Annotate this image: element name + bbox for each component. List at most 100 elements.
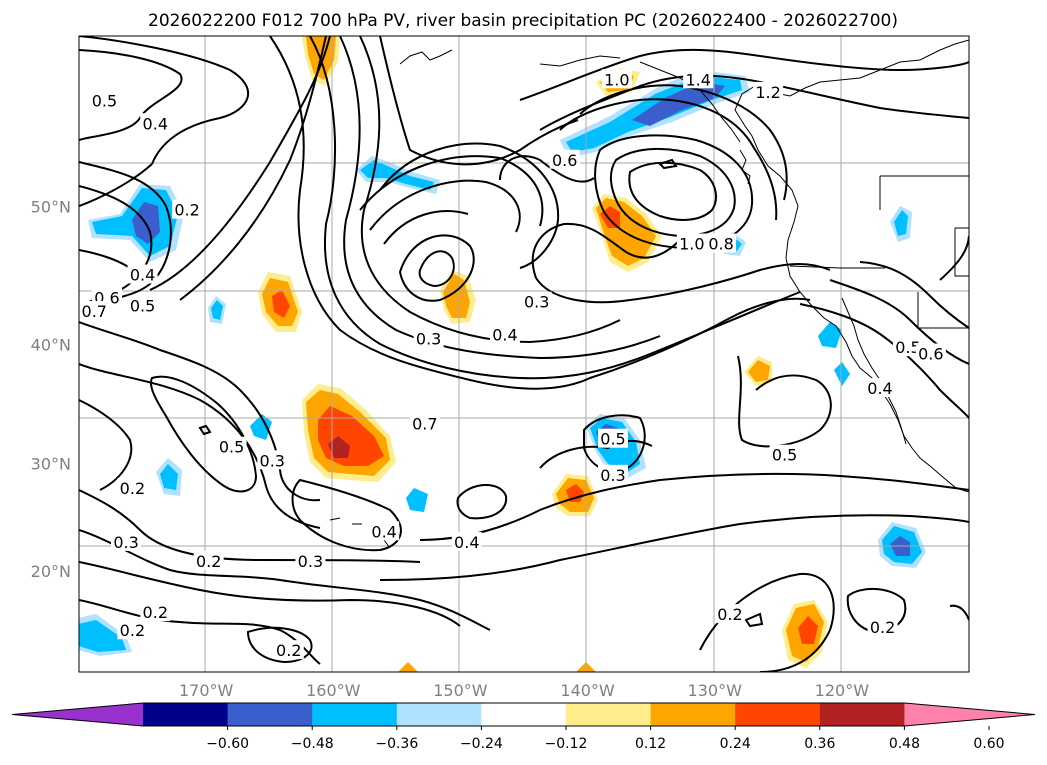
contour-label: 1.2: [755, 83, 780, 102]
lon-tick-label: 170°W: [179, 681, 234, 700]
colorbar-tick-label: 0.36: [804, 736, 835, 752]
contour-label: 0.2: [717, 605, 742, 624]
pv-contour: [359, 155, 544, 227]
contour-label: 0.3: [600, 466, 625, 485]
contour-label: 0.2: [174, 201, 199, 220]
contour-label-background: [79, 301, 110, 321]
longitude-tick-labels: 170°W 160°W 150°W 140°W 130°W 120°W: [179, 681, 869, 700]
colorbar-tick-label: 0.12: [635, 736, 666, 752]
pv-contour: [829, 279, 969, 365]
pv-contour: [949, 604, 969, 621]
contour-label: 0.4: [454, 533, 479, 552]
pv-contour: [559, 98, 778, 221]
coastlines: [329, 39, 969, 549]
pv-contour: [79, 36, 250, 165]
contour-label-background: [706, 233, 737, 253]
contour-label-background: [273, 640, 304, 660]
contour-label-background: [111, 531, 142, 551]
graticule: [79, 36, 969, 672]
contour-label-background: [892, 337, 923, 357]
colorbar-tick-label: −0.60: [206, 736, 249, 752]
pv-contour: [859, 261, 969, 329]
colorbar-tick-label: 0.48: [889, 736, 920, 752]
pv-contour: [79, 561, 461, 627]
lon-tick-label: 140°W: [560, 681, 615, 700]
coast-alaska-panhandle: [639, 61, 741, 143]
contour-label: 0.6: [552, 151, 577, 170]
coast-baja: [841, 297, 907, 445]
lon-tick-label: 120°W: [815, 681, 870, 700]
contour-label-background: [172, 199, 203, 219]
contour-label: 0.4: [143, 114, 168, 133]
pv-contour: [309, 36, 801, 380]
pv-contour: [369, 179, 521, 233]
contour-label: 0.5: [92, 92, 117, 111]
contour-label: 0.3: [298, 552, 323, 571]
contour-label: 0.7: [412, 415, 437, 434]
contour-label-background: [127, 295, 158, 315]
colorbar-segment: [227, 703, 313, 726]
pv-contour: [379, 514, 969, 581]
contour-label-background: [521, 291, 552, 311]
lat-tick-label: 50°N: [31, 198, 71, 217]
contour-label: 0.4: [371, 522, 396, 541]
colorbar-outline: [11, 702, 1036, 727]
contour-label: 0.2: [276, 641, 301, 660]
contour-label-background: [193, 550, 224, 570]
pv-contour: [846, 587, 907, 634]
pv-contour: [610, 148, 736, 238]
pv-contour: [535, 263, 831, 304]
pv-contour: [179, 36, 327, 301]
contour-label: 0.2: [870, 618, 895, 637]
contour-label-background: [683, 69, 714, 89]
shade-blue-gulf: [560, 70, 750, 158]
contour-label: 0.2: [120, 621, 145, 640]
pv-contour: [531, 222, 681, 279]
contour-label: 0.5: [772, 446, 797, 465]
colorbar-tick-label: −0.24: [460, 736, 503, 752]
contour-label-background: [598, 428, 628, 448]
contour-label-background: [915, 343, 946, 363]
coast-aleutians: [399, 49, 453, 65]
pv-contour: [699, 572, 835, 672]
colorbar-segment: [396, 703, 482, 726]
pv-contour: [79, 49, 183, 141]
lon-tick-label: 160°W: [306, 681, 361, 700]
colorbar-segment: [735, 703, 821, 726]
contour-label-background: [409, 413, 440, 433]
contour-label: 0.4: [492, 325, 517, 344]
contour-label: 0.4: [130, 266, 155, 285]
lat-tick-label: 40°N: [31, 336, 71, 355]
coast-north-america: [734, 39, 969, 493]
pv-contour: [79, 529, 491, 631]
pv-contour: [519, 48, 969, 101]
pv-contour: [198, 424, 212, 436]
contour-label-background: [598, 464, 628, 484]
pv-contour: [339, 36, 661, 360]
map-frame: [78, 35, 970, 673]
pv-contour: [379, 142, 560, 269]
contour-label-background: [489, 324, 520, 344]
colorbar-extend-low: [12, 703, 143, 726]
contour-label-background: [140, 602, 171, 622]
contour-label-background: [769, 444, 800, 464]
colorbar-segment: [481, 703, 567, 726]
pv-contour: [594, 134, 754, 250]
contour-label: 0.5: [895, 338, 920, 357]
contour-label: 0.2: [196, 552, 221, 571]
contour-label-background: [117, 478, 148, 498]
pv-contour: [583, 414, 646, 473]
pv-contour: [359, 36, 621, 344]
contour-label-background: [295, 550, 326, 570]
pv-contour: [150, 375, 258, 493]
contour-label-background: [216, 436, 247, 456]
contour-label-background: [140, 113, 171, 133]
shade-orange-west: [258, 270, 476, 332]
colorbar-tick-label: −0.48: [291, 736, 334, 752]
contour-label-background: [413, 328, 444, 348]
precip-anomaly-shading: [79, 36, 926, 672]
contour-label: 0.7: [82, 302, 107, 321]
contour-label-background: [451, 531, 482, 551]
coast-alaska-south: [539, 55, 621, 67]
